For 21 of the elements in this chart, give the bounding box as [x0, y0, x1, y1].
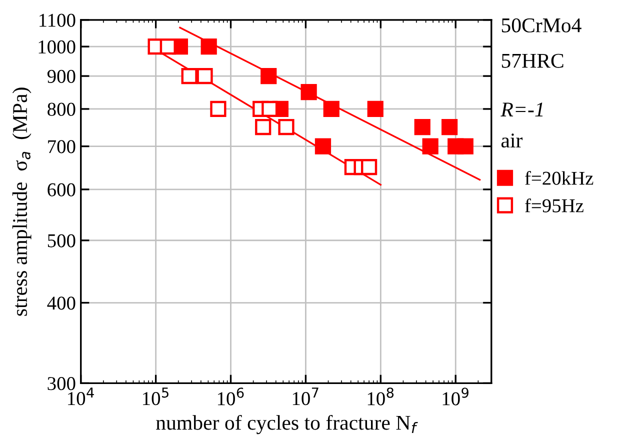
x-tick-label: 10$^{9}$ [442, 388, 468, 406]
text: air [501, 134, 522, 148]
y-tick-label: 900 [47, 70, 76, 83]
y-axis-title: stress amplitude σ$_{a}$ (MPa) [12, 88, 32, 316]
x-tick-label: 10$^{6}$ [218, 388, 244, 406]
x-tick-label: 10$^{7}$ [292, 388, 318, 406]
legend-label: f=20kHz [525, 170, 594, 185]
text: 50CrMo4 [502, 18, 582, 32]
y-tick-label: 1100 [40, 14, 76, 27]
x-tick-label: 10$^{8}$ [368, 388, 394, 406]
y-tick-label: 500 [48, 234, 76, 248]
y-tick-label: 700 [48, 140, 76, 154]
x-tick-label: 10$^{5}$ [143, 388, 168, 406]
x-axis-title: number of cycles to fracture N$_{f}$ [156, 414, 418, 434]
text: 57HRC [502, 54, 564, 68]
y-tick-label: 600 [48, 183, 76, 196]
text: R=-1 [500, 102, 543, 116]
legend-label: f=95Hz [525, 198, 584, 212]
y-tick-label: 800 [48, 102, 76, 116]
y-tick-label: 400 [47, 296, 76, 310]
y-tick-label: 1000 [38, 40, 76, 54]
